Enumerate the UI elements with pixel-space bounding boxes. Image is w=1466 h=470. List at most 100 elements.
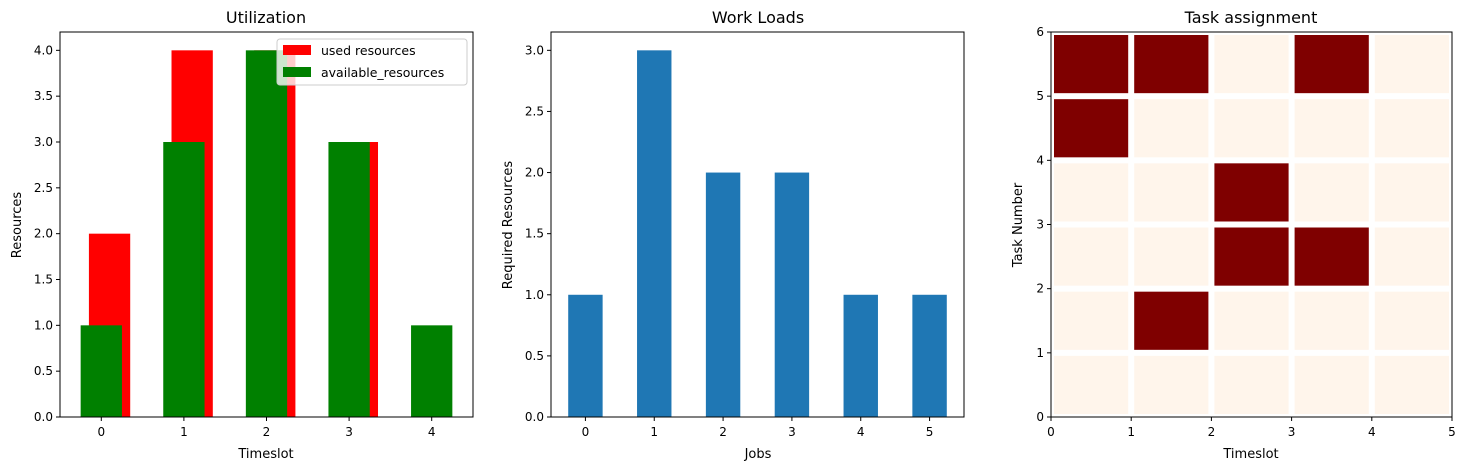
task-assignment-chart: Task assignment 0 1 2 3 4 5 6 0 1 2 3 4 5 Timeslot T… — [1011, 8, 1456, 462]
heatmap-cell-empty — [1134, 163, 1209, 222]
utilization-ylabel: Resources — [10, 192, 25, 259]
heatmap-cell-empty — [1134, 227, 1209, 286]
heatmap-cell-empty — [1374, 35, 1449, 94]
heatmap-cell-assigned — [1294, 227, 1369, 286]
task-assignment-ytick-label: 3 — [1036, 218, 1044, 232]
workloads-xtick-label: 5 — [926, 425, 934, 439]
heatmap-cell-assigned — [1134, 35, 1209, 94]
legend-swatch-used — [283, 45, 311, 55]
workloads-ytick-label: 0.0 — [525, 410, 544, 424]
task-assignment-ytick-label: 5 — [1036, 89, 1044, 103]
legend-label-available: available_resources — [321, 65, 444, 80]
task-assignment-xlabel: Timeslot — [1222, 447, 1278, 462]
bar-workload — [637, 50, 672, 417]
task-assignment-xtick-label: 5 — [1448, 425, 1456, 439]
utilization-ytick-label: 0.0 — [34, 410, 53, 424]
heatmap-cell-assigned — [1134, 291, 1209, 350]
utilization-ytick-label: 3.5 — [34, 89, 53, 103]
workloads-xtick-label: 3 — [788, 425, 796, 439]
workloads-ytick-label: 2.5 — [525, 104, 544, 118]
heatmap-cell-assigned — [1214, 227, 1289, 286]
heatmap-cell-empty — [1294, 163, 1369, 222]
heatmap-cell-empty — [1374, 355, 1449, 414]
task-assignment-ytick-label: 1 — [1036, 346, 1044, 360]
heatmap-cell-empty — [1294, 355, 1369, 414]
workloads-xtick-label: 0 — [582, 425, 590, 439]
bar-available-resources — [245, 50, 288, 417]
legend-label-used: used resources — [321, 43, 416, 58]
workloads-ylabel: Required Resources — [501, 161, 516, 290]
workloads-ytick-label: 1.0 — [525, 288, 544, 302]
bar-workload — [705, 172, 741, 417]
utilization-xtick-label: 1 — [180, 425, 188, 439]
utilization-xtick-label: 0 — [97, 425, 105, 439]
heatmap-cell-empty — [1374, 99, 1449, 158]
utilization-chart: Utilization 0.0 0.5 1.0 1.5 2.0 2.5 3.0 3.5 4.0 0… — [10, 8, 474, 462]
bar-workload — [843, 294, 878, 417]
utilization-ytick-label: 1.5 — [34, 273, 53, 287]
heatmap-cell-empty — [1374, 227, 1449, 286]
heatmap-cell-empty — [1374, 291, 1449, 350]
heatmap-cell-empty — [1214, 35, 1289, 94]
heatmap-cell-empty — [1214, 291, 1289, 350]
utilization-title: Utilization — [226, 8, 306, 27]
task-assignment-title: Task assignment — [1184, 8, 1318, 27]
bar-available-resources — [163, 142, 205, 417]
task-assignment-xtick-label: 0 — [1047, 425, 1055, 439]
task-assignment-xtick-label: 1 — [1127, 425, 1135, 439]
heatmap-cell-empty — [1054, 291, 1129, 350]
heatmap-cell-empty — [1294, 99, 1369, 158]
heatmap-cell-assigned — [1214, 163, 1289, 222]
workloads-title: Work Loads — [712, 8, 804, 27]
heatmap-cell-empty — [1374, 163, 1449, 222]
heatmap-cell-empty — [1214, 355, 1289, 414]
heatmap-cell-assigned — [1054, 99, 1129, 158]
utilization-ytick-label: 4.0 — [34, 43, 53, 57]
bar-workload — [568, 294, 603, 417]
task-assignment-ytick-label: 6 — [1036, 25, 1044, 39]
workloads-xtick-label: 2 — [719, 425, 727, 439]
task-assignment-ytick-label: 0 — [1036, 410, 1044, 424]
bar-workload — [774, 172, 810, 417]
legend-frame — [276, 38, 468, 86]
utilization-ytick-label: 2.0 — [34, 227, 53, 241]
task-assignment-ytick-label: 2 — [1036, 282, 1044, 296]
workloads-chart: Work Loads 0.0 0.5 1.0 1.5 2.0 2.5 3.0 0 1 2 3 4 5 J… — [501, 8, 965, 462]
task-assignment-xtick-label: 4 — [1368, 425, 1376, 439]
bar-available-resources — [80, 325, 122, 417]
heatmap-cell-empty — [1054, 227, 1129, 286]
workloads-ytick-label: 0.5 — [525, 349, 544, 363]
task-assignment-ylabel: Task Number — [1011, 182, 1026, 268]
heatmap-cell-empty — [1054, 163, 1129, 222]
workloads-xtick-label: 1 — [650, 425, 658, 439]
workloads-frame — [550, 31, 965, 418]
bar-available-resources — [411, 325, 453, 417]
utilization-xtick-label: 3 — [345, 425, 353, 439]
heatmap-cell-empty — [1134, 355, 1209, 414]
utilization-ytick-label: 1.0 — [34, 318, 53, 332]
bar-available-resources — [328, 142, 370, 417]
heatmap-cell-empty — [1054, 355, 1129, 414]
legend-swatch-available — [283, 67, 311, 77]
heatmap-cell-empty — [1214, 99, 1289, 158]
utilization-xtick-label: 2 — [263, 425, 271, 439]
utilization-ytick-label: 2.5 — [34, 181, 53, 195]
task-assignment-ytick-label: 4 — [1036, 153, 1044, 167]
workloads-ytick-label: 2.0 — [525, 166, 544, 180]
utilization-legend: used resources available_resources — [276, 38, 468, 86]
bar-workload — [912, 294, 947, 417]
utilization-ytick-label: 0.5 — [34, 364, 53, 378]
heatmap-cell-empty — [1294, 291, 1369, 350]
heatmap-cell-assigned — [1054, 35, 1129, 94]
workloads-ytick-label: 3.0 — [525, 43, 544, 57]
utilization-ytick-label: 3.0 — [34, 135, 53, 149]
utilization-xlabel: Timeslot — [237, 447, 293, 462]
heatmap-background — [1051, 32, 1452, 417]
workloads-ytick-label: 1.5 — [525, 227, 544, 241]
workloads-xlabel: Jobs — [744, 447, 772, 462]
task-assignment-xtick-label: 2 — [1208, 425, 1216, 439]
heatmap-cell-empty — [1134, 99, 1209, 158]
task-assignment-xtick-label: 3 — [1288, 425, 1296, 439]
workloads-xtick-label: 4 — [857, 425, 865, 439]
